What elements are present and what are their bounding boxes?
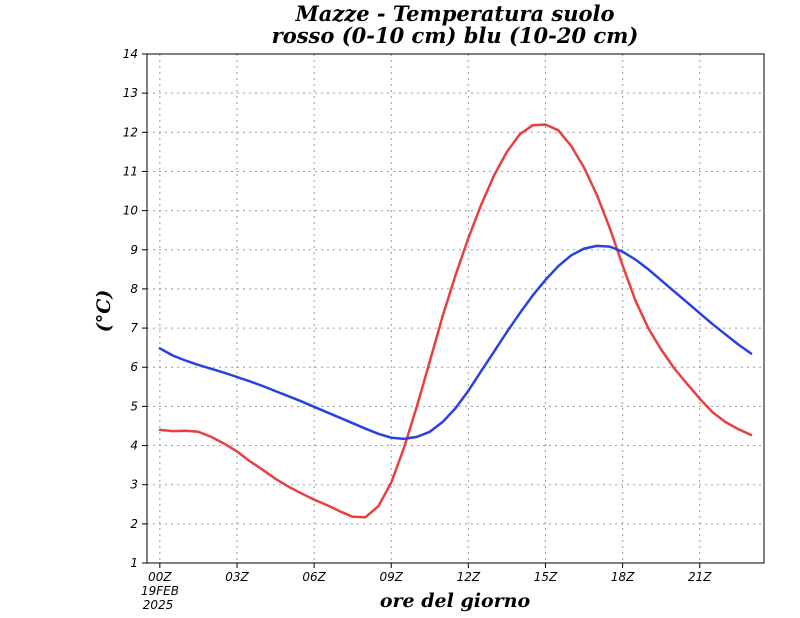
y-tick-label: 2	[130, 517, 138, 531]
y-tick-label: 12	[123, 125, 138, 139]
x-axis-ticks: 00Z 03Z 06Z 09Z 12Z 15Z 18Z 21Z	[148, 563, 712, 584]
chart-subtitle: rosso (0-10 cm) blu (10-20 cm)	[272, 23, 639, 48]
series-line-red	[158, 123, 753, 519]
y-axis-label: (°C)	[93, 290, 115, 333]
x-tick-label: 03Z	[225, 570, 249, 584]
series-lines	[158, 123, 753, 519]
y-tick-label: 7	[130, 321, 138, 335]
y-tick-label: 1	[130, 556, 138, 570]
x-tick-label: 18Z	[611, 570, 635, 584]
x-tick-label: 12Z	[457, 570, 481, 584]
x-tick-label: 15Z	[534, 570, 558, 584]
x-tick-label: 21Z	[688, 570, 712, 584]
y-tick-label: 11	[123, 164, 138, 178]
x-tick-label: 00Z	[148, 570, 172, 584]
y-tick-label: 9	[130, 243, 138, 257]
x-tick-label: 09Z	[379, 570, 403, 584]
y-tick-label: 4	[130, 439, 138, 453]
y-tick-label: 14	[123, 47, 138, 61]
y-tick-label: 5	[130, 399, 138, 413]
y-tick-label: 8	[130, 282, 138, 296]
chart-title: Mazze - Temperatura suolo	[295, 1, 615, 26]
x-date-label-year: 2025	[143, 598, 174, 612]
y-tick-label: 13	[123, 86, 138, 100]
series-line-blue	[158, 244, 753, 441]
x-tick-label: 06Z	[302, 570, 326, 584]
y-tick-label: 3	[130, 478, 138, 492]
y-tick-label: 6	[130, 360, 138, 374]
grid-lines	[147, 54, 764, 563]
x-axis-label: ore del giorno	[380, 590, 531, 612]
y-tick-label: 10	[123, 204, 139, 218]
x-date-label-day: 19FEB	[141, 584, 179, 598]
plot-frame	[146, 53, 765, 564]
